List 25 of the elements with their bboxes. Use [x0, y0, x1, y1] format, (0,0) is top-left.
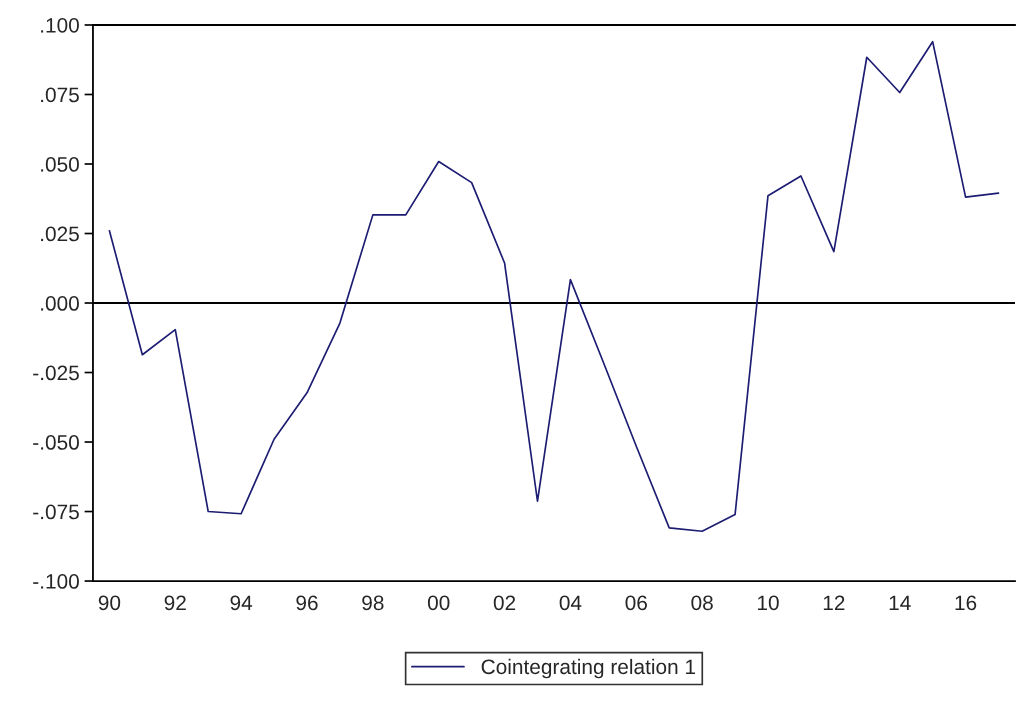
x-tick-label: 96: [296, 595, 318, 611]
x-tick-label: 92: [164, 595, 186, 611]
x-tick-label: 06: [625, 595, 647, 611]
x-tick-label: 08: [691, 595, 713, 611]
x-tick-label: 00: [427, 595, 450, 611]
x-tick-label: 04: [559, 595, 582, 611]
y-tick-label: .000: [41, 296, 79, 311]
x-tick-label: 12: [823, 595, 845, 611]
y-tick-label: .075: [41, 87, 79, 103]
x-tick-label: 02: [493, 595, 516, 611]
y-tick-label: -.075: [33, 504, 79, 520]
x-tick-label: 98: [362, 595, 384, 611]
x-tick-label: 10: [758, 595, 779, 611]
y-tick-label: .025: [41, 226, 79, 242]
x-tick-label: 94: [230, 595, 253, 611]
x-tick-label: 14: [889, 595, 911, 611]
line-series: [108, 40, 1000, 533]
y-tick-label: -.050: [33, 435, 79, 450]
x-tick-label: 90: [98, 595, 121, 611]
y-tick-label: .100: [41, 17, 79, 33]
y-tick-label: -.025: [33, 365, 79, 381]
x-tick-label: 16: [955, 595, 977, 611]
y-tick-label: -.100: [33, 574, 79, 589]
legend-label: Cointegrating relation 1: [481, 658, 696, 679]
y-tick-label: .050: [41, 157, 79, 172]
